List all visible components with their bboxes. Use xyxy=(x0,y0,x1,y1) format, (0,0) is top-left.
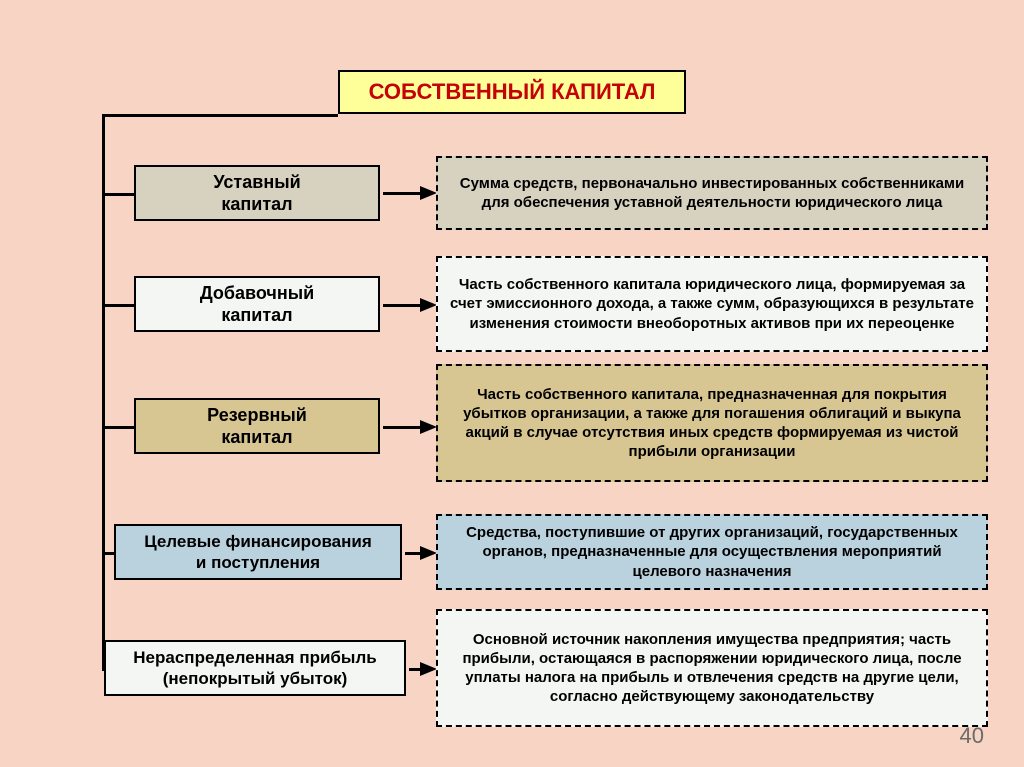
category-box: Добавочныйкапитал xyxy=(134,276,380,332)
category-label: Резервныйкапитал xyxy=(207,404,307,449)
category-label: Уставныйкапитал xyxy=(213,171,300,216)
arrow-head-icon xyxy=(420,186,437,200)
branch-stub xyxy=(102,552,114,555)
category-label: Целевые финансированияи поступления xyxy=(144,531,372,574)
description-box: Основной источник накопления имущества п… xyxy=(436,609,988,727)
branch-stub xyxy=(102,304,134,307)
arrow-head-icon xyxy=(420,546,437,560)
trunk-horizontal-line xyxy=(102,114,338,117)
category-box: Нераспределенная прибыль(непокрытый убыт… xyxy=(104,640,406,696)
category-box: Резервныйкапитал xyxy=(134,398,380,454)
diagram-title: СОБСТВЕННЫЙ КАПИТАЛ xyxy=(338,70,686,114)
arrow-line xyxy=(409,668,420,671)
category-label: Добавочныйкапитал xyxy=(200,282,314,327)
arrow-line xyxy=(405,552,420,555)
branch-stub xyxy=(102,193,134,196)
category-box: Целевые финансированияи поступления xyxy=(114,524,402,580)
description-box: Сумма средств, первоначально инвестирова… xyxy=(436,156,988,230)
diagram-title-text: СОБСТВЕННЫЙ КАПИТАЛ xyxy=(369,79,656,105)
arrow-head-icon xyxy=(420,662,437,676)
category-box: Уставныйкапитал xyxy=(134,165,380,221)
arrow-head-icon xyxy=(420,298,437,312)
description-text: Часть собственного капитала, предназначе… xyxy=(448,385,976,462)
arrow-line xyxy=(383,304,420,307)
description-text: Основной источник накопления имущества п… xyxy=(448,630,976,707)
description-text: Сумма средств, первоначально инвестирова… xyxy=(448,174,976,212)
description-text: Часть собственного капитала юридического… xyxy=(448,275,976,333)
description-box: Часть собственного капитала, предназначе… xyxy=(436,364,988,482)
trunk-vertical-line xyxy=(102,114,105,670)
arrow-line xyxy=(383,192,420,195)
description-text: Средства, поступившие от других организа… xyxy=(448,523,976,581)
arrow-head-icon xyxy=(420,420,437,434)
page-number: 40 xyxy=(960,723,984,749)
description-box: Часть собственного капитала юридического… xyxy=(436,256,988,352)
category-label: Нераспределенная прибыль(непокрытый убыт… xyxy=(133,647,376,690)
arrow-line xyxy=(383,426,420,429)
diagram-container: СОБСТВЕННЫЙ КАПИТАЛ Уставныйкапитал Добав… xyxy=(0,0,1024,767)
branch-stub xyxy=(102,426,134,429)
description-box: Средства, поступившие от других организа… xyxy=(436,514,988,590)
